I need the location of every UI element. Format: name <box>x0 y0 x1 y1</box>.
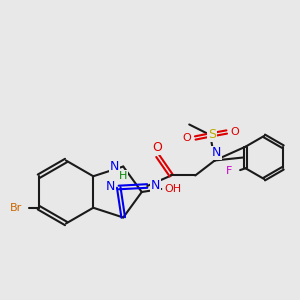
Text: F: F <box>226 166 232 176</box>
Text: S: S <box>208 128 216 142</box>
Text: O: O <box>182 133 191 143</box>
Text: H: H <box>119 171 128 181</box>
Text: Br: Br <box>10 203 22 213</box>
Text: O: O <box>231 127 239 137</box>
Text: N: N <box>110 160 119 173</box>
Text: N: N <box>212 146 221 160</box>
Text: N: N <box>106 180 115 194</box>
Text: OH: OH <box>165 184 182 194</box>
Text: O: O <box>152 141 162 154</box>
Text: N: N <box>151 179 160 192</box>
